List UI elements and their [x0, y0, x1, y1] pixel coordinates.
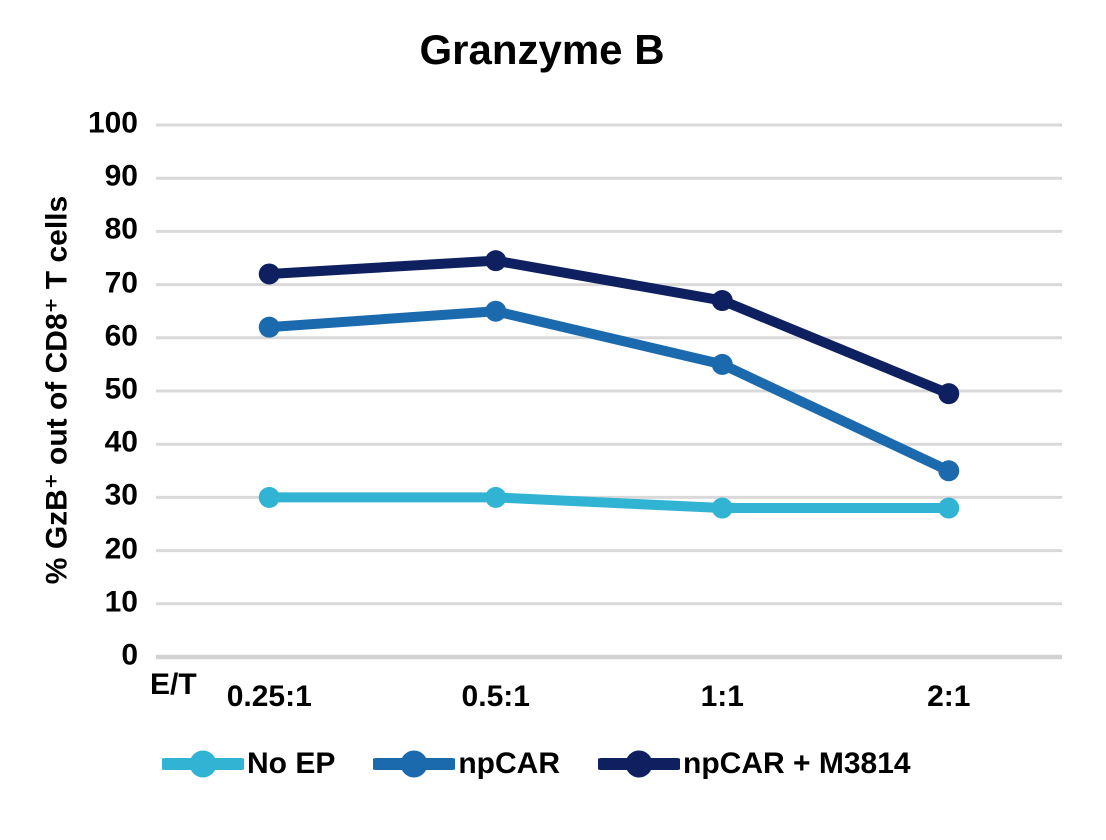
- y-tick-label: 50: [104, 372, 138, 406]
- data-point-npcar-m3814-1: [485, 250, 507, 272]
- x-tick-label: 0.25:1: [226, 680, 312, 713]
- data-point-no-ep-2: [711, 497, 733, 519]
- chart-title: Granzyme B: [419, 26, 665, 73]
- data-point-npcar-0: [258, 316, 280, 338]
- x-tick-label: 1:1: [700, 680, 744, 713]
- data-point-npcar-1: [485, 300, 507, 322]
- series-line-npcar: [264, 306, 954, 476]
- data-point-npcar-m3814-3: [938, 383, 960, 405]
- x-tick-label: 2:1: [927, 680, 971, 713]
- y-axis-title: % GzB⁺ out of CD8⁺ T cells: [40, 195, 74, 585]
- y-tick-label: 100: [87, 106, 138, 140]
- y-tick-label: 70: [104, 266, 138, 300]
- data-point-npcar-2: [711, 353, 733, 375]
- legend-marker-icon: [373, 750, 456, 778]
- y-tick-label: 60: [104, 319, 138, 353]
- legend-item-npcar: npCAR: [373, 741, 560, 787]
- legend: No EP npCAR npCAR + M3814: [162, 741, 911, 787]
- legend-marker-icon: [598, 750, 681, 778]
- y-tick-label: 40: [104, 425, 138, 459]
- y-tick-label: 80: [104, 213, 138, 247]
- legend-marker-icon: [162, 750, 244, 778]
- data-point-no-ep-1: [485, 486, 507, 508]
- y-tick-label: 20: [104, 532, 138, 566]
- series-line-npcar-m3814: [264, 255, 954, 399]
- x-tick-label: 0.5:1: [461, 680, 530, 713]
- data-point-npcar-m3814-0: [258, 263, 280, 285]
- data-point-npcar-3: [938, 460, 960, 482]
- y-tick-label: 10: [104, 585, 138, 619]
- legend-item-npcar-m3814: npCAR + M3814: [598, 741, 911, 787]
- data-point-no-ep-0: [258, 486, 280, 508]
- x-axis-prefix-label: E/T: [150, 668, 197, 701]
- series-line-no-ep: [264, 492, 954, 514]
- legend-item-no-ep: No EP: [162, 741, 335, 787]
- y-tick-label: 0: [121, 638, 138, 672]
- y-tick-label: 30: [104, 479, 138, 513]
- data-point-npcar-m3814-2: [711, 290, 733, 312]
- y-tick-label: 90: [104, 159, 138, 193]
- data-point-no-ep-3: [938, 497, 960, 519]
- legend-label: No EP: [247, 747, 336, 780]
- legend-label: npCAR + M3814: [683, 747, 911, 780]
- legend-label: npCAR: [458, 747, 561, 780]
